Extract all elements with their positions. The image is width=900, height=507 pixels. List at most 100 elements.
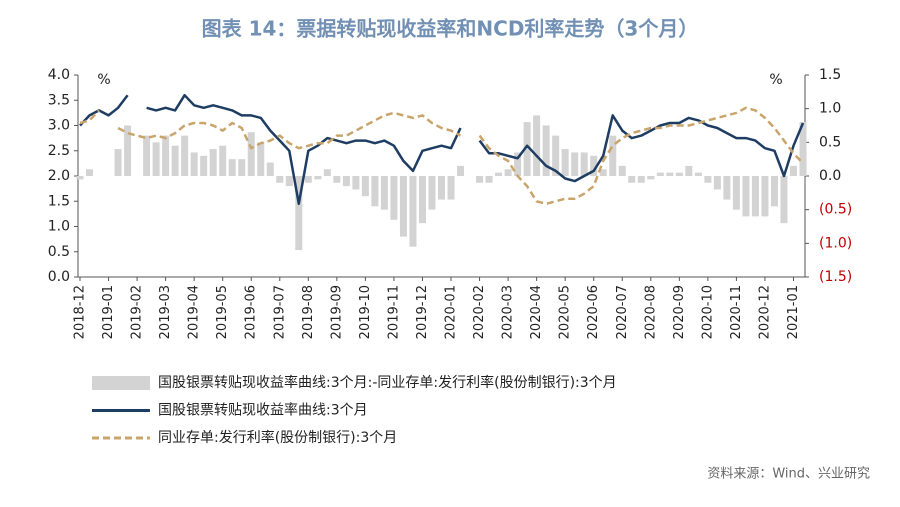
bar xyxy=(751,176,759,217)
y-tick-label: 3.5 xyxy=(48,92,70,108)
y-tick-label: 2.0 xyxy=(48,168,70,184)
bar xyxy=(542,125,550,176)
bar xyxy=(143,135,151,176)
bar xyxy=(580,152,588,176)
bar xyxy=(789,165,797,176)
bar xyxy=(656,172,664,176)
bar xyxy=(457,165,465,176)
bar xyxy=(152,142,160,176)
legend-swatch xyxy=(92,376,150,390)
source: 资料来源：Wind、兴业研究 xyxy=(707,467,870,482)
bar xyxy=(314,176,322,180)
y-unit: % xyxy=(97,72,110,88)
y-tick-label: 0.5 xyxy=(48,244,70,260)
x-tick-label: 2020-09 xyxy=(672,285,687,339)
bar xyxy=(171,145,179,176)
x-tick-label: 2019-02 xyxy=(130,285,145,339)
bar xyxy=(780,176,788,224)
x-tick-label: 2019-10 xyxy=(358,285,373,339)
bar xyxy=(247,132,255,176)
bar xyxy=(438,176,445,200)
bar xyxy=(742,176,750,217)
x-tick-label: 2020-06 xyxy=(586,285,601,339)
bar xyxy=(333,176,341,183)
bar xyxy=(675,172,683,176)
bar xyxy=(666,172,674,176)
bar xyxy=(495,172,503,176)
y2-tick-label: (1.5) xyxy=(819,269,852,285)
bar xyxy=(447,176,455,200)
x-tick-label: 2019-04 xyxy=(187,285,202,339)
bar xyxy=(694,172,702,176)
bar xyxy=(428,176,436,210)
x-tick-label: 2019-05 xyxy=(215,285,230,339)
bar xyxy=(713,176,721,190)
bar xyxy=(238,159,246,176)
x-tick-label: 2020-10 xyxy=(700,285,715,339)
bar xyxy=(257,142,265,176)
bar xyxy=(124,125,132,176)
bar xyxy=(285,176,293,187)
legend-label: 同业存单:发行利率(股份制银行):3个月 xyxy=(158,429,397,446)
bar xyxy=(380,176,388,210)
bar xyxy=(628,176,636,183)
x-tick-label: 2020-07 xyxy=(615,285,630,339)
bar xyxy=(266,162,274,176)
bar xyxy=(409,176,417,247)
y2-tick-label: 1.0 xyxy=(819,101,841,117)
bar xyxy=(114,149,122,176)
bar xyxy=(276,176,284,183)
y2-unit: % xyxy=(769,72,782,88)
y2-tick-label: 1.5 xyxy=(819,67,841,83)
y-tick-label: 3.0 xyxy=(48,118,70,134)
x-tick-label: 2019-11 xyxy=(386,285,401,339)
bar xyxy=(342,176,350,187)
line xyxy=(79,93,805,206)
bar xyxy=(533,115,541,176)
bar xyxy=(162,135,170,176)
bar xyxy=(590,155,598,176)
bar xyxy=(86,169,94,176)
bar xyxy=(647,176,655,180)
bar xyxy=(504,169,512,176)
x-tick-label: 2020-11 xyxy=(729,285,744,339)
bar xyxy=(371,176,379,207)
bar xyxy=(523,122,531,176)
y2-tick-label: (0.5) xyxy=(819,202,852,218)
x-tick-label: 2020-04 xyxy=(529,285,544,339)
bar xyxy=(514,152,522,176)
x-tick-label: 2018-12 xyxy=(73,285,88,339)
bar xyxy=(295,176,303,251)
x-tick-label: 2019-03 xyxy=(158,285,173,339)
bar xyxy=(561,149,569,176)
x-tick-label: 2019-07 xyxy=(272,285,287,339)
x-tick-label: 2019-09 xyxy=(329,285,344,339)
bar xyxy=(190,152,198,176)
y-tick-label: 2.5 xyxy=(48,143,70,159)
bar xyxy=(352,176,360,190)
bar xyxy=(219,145,227,176)
y-tick-label: 1.0 xyxy=(48,219,70,235)
bar xyxy=(685,165,693,176)
bar xyxy=(200,155,208,176)
x-tick-label: 2019-08 xyxy=(301,285,316,339)
y-tick-label: 0.0 xyxy=(48,269,70,285)
x-tick-label: 2019-12 xyxy=(415,285,430,339)
bar xyxy=(418,176,426,224)
y-tick-label: 4.0 xyxy=(48,67,70,83)
chart-title: 图表 14：票据转贴现收益率和NCD利率走势（3个月） xyxy=(202,17,699,41)
bar xyxy=(485,176,493,183)
bar xyxy=(704,176,712,183)
bar xyxy=(399,176,407,237)
x-tick-label: 2020-01 xyxy=(444,285,459,339)
bar xyxy=(732,176,740,210)
x-tick-label: 2020-12 xyxy=(757,285,772,339)
x-tick-label: 2020-08 xyxy=(643,285,658,339)
bar xyxy=(476,176,484,183)
legend-label: 国股银票转贴现收益率曲线:3个月:-同业存单:发行利率(股份制银行):3个月 xyxy=(158,374,617,391)
x-tick-label: 2020-02 xyxy=(472,285,487,339)
bar xyxy=(723,176,731,200)
bar xyxy=(304,176,312,183)
bar xyxy=(323,169,331,176)
